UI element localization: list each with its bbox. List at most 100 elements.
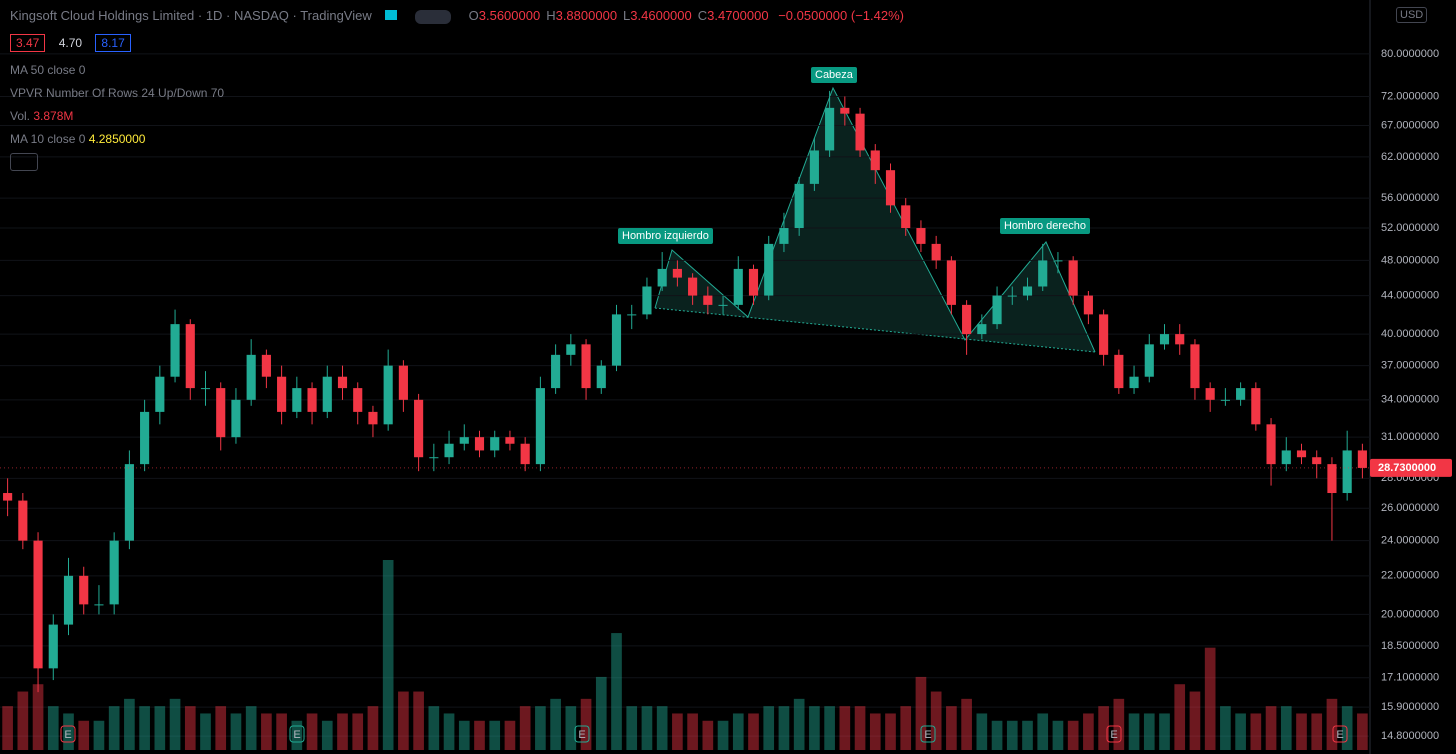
candle-body (581, 344, 591, 389)
spread: 4.70 (58, 36, 83, 50)
candle-body (1129, 376, 1139, 389)
candle-body (1205, 388, 1215, 400)
candle-body (1144, 344, 1154, 377)
header: Kingsoft Cloud Holdings Limited · 1D · N… (10, 8, 904, 24)
volume-bar (519, 706, 531, 750)
volume-bar (200, 713, 211, 750)
volume-bar (47, 706, 59, 750)
volume-bar (550, 698, 561, 750)
candle-body (444, 443, 454, 458)
y-tick-label: 44.0000000 (1381, 289, 1439, 301)
neckline (654, 307, 1096, 353)
candle-body (490, 437, 500, 451)
candle-body (1251, 388, 1261, 425)
indicator-name: MA 10 close 0 (10, 132, 86, 146)
indicator-value: 4.2850000 (88, 132, 146, 146)
candle-body (398, 365, 408, 400)
candle-body (1190, 344, 1200, 389)
candle-body (551, 354, 561, 389)
candle-body (1099, 314, 1109, 355)
currency[interactable]: USD (1396, 7, 1428, 23)
candle-body (1220, 399, 1230, 401)
volume-bar (702, 720, 714, 750)
candle-body (1159, 334, 1170, 345)
candle-body (216, 388, 226, 438)
ohlc-key: H (546, 8, 556, 23)
candle-body (627, 314, 637, 316)
volume-bar (793, 698, 805, 750)
y-tick-label: 67.0000000 (1381, 119, 1439, 131)
volume-bar (474, 720, 485, 750)
candle-body (429, 457, 439, 459)
volume-bar (1326, 698, 1338, 750)
candle-body (870, 150, 880, 171)
volume-bar (63, 713, 74, 750)
candle-body (1083, 295, 1093, 315)
candle-body (337, 376, 348, 389)
indicator: MA 50 close 0 (10, 63, 85, 77)
collapse-button[interactable] (10, 153, 38, 171)
y-tick-label: 34.0000000 (1381, 394, 1439, 406)
candle-body (383, 365, 393, 425)
candle-body (1022, 286, 1033, 296)
earnings-label: E (578, 729, 585, 741)
y-tick-label: 37.0000000 (1381, 360, 1439, 372)
volume-bar (1204, 647, 1216, 750)
volume-bar (382, 560, 394, 750)
volume-bar (1128, 713, 1140, 750)
volume-bar (291, 720, 303, 750)
candle-body (825, 107, 835, 151)
volume-bar (1113, 698, 1125, 750)
volume-bar (961, 698, 972, 750)
volume-bar (1189, 691, 1201, 750)
y-tick-label: 18.5000000 (1381, 640, 1439, 652)
annotation: Cabeza (811, 67, 857, 83)
volume-bar (1220, 706, 1231, 750)
candle-body (1175, 334, 1185, 345)
ohlc-value: 3.5600000 (478, 8, 541, 23)
candle-body (292, 388, 302, 412)
volume-bar (809, 706, 820, 750)
ohlc-key: L (623, 8, 631, 23)
volume-bar (1280, 706, 1292, 750)
y-tick-label: 15.9000000 (1381, 701, 1439, 713)
volume-bar (824, 706, 835, 750)
indicator-name: Vol. (10, 109, 31, 123)
earnings-label: E (1336, 729, 1343, 741)
volume-bar (930, 691, 942, 750)
volume-bar (611, 633, 622, 750)
bid[interactable]: 3.47 (10, 34, 46, 52)
candle-body (916, 228, 926, 244)
volume-bar (1265, 706, 1277, 750)
y-tick-label: 40.0000000 (1381, 328, 1439, 340)
volume-bar (306, 713, 318, 750)
earnings-label: E (1110, 729, 1117, 741)
candle-body (535, 388, 545, 465)
earnings-label: E (64, 729, 71, 741)
change: −0.0500000 (−1.42%) (778, 8, 904, 23)
ask[interactable]: 8.17 (95, 34, 131, 52)
toggle[interactable] (415, 9, 451, 24)
candle-body (459, 437, 469, 444)
volume-bar (580, 698, 592, 750)
volume-bar (1037, 713, 1049, 750)
candle-body (63, 575, 74, 625)
candle-body (322, 376, 332, 412)
volume-bar (276, 713, 287, 750)
volume-bar (93, 720, 105, 750)
volume-bar (428, 706, 440, 750)
candle-body (946, 260, 956, 305)
candle-body (33, 540, 43, 669)
volume-bar (946, 706, 957, 750)
y-tick-label: 24.0000000 (1381, 535, 1439, 547)
candle-body (520, 443, 530, 465)
volume-bar (1311, 713, 1323, 750)
candle-body (414, 399, 424, 458)
earnings-icon (1332, 725, 1348, 743)
y-tick-label: 22.0000000 (1381, 570, 1439, 582)
volume-bar (748, 713, 759, 750)
candle-body (840, 107, 850, 114)
volume-bar (108, 706, 120, 750)
volume-bar (1159, 713, 1170, 750)
